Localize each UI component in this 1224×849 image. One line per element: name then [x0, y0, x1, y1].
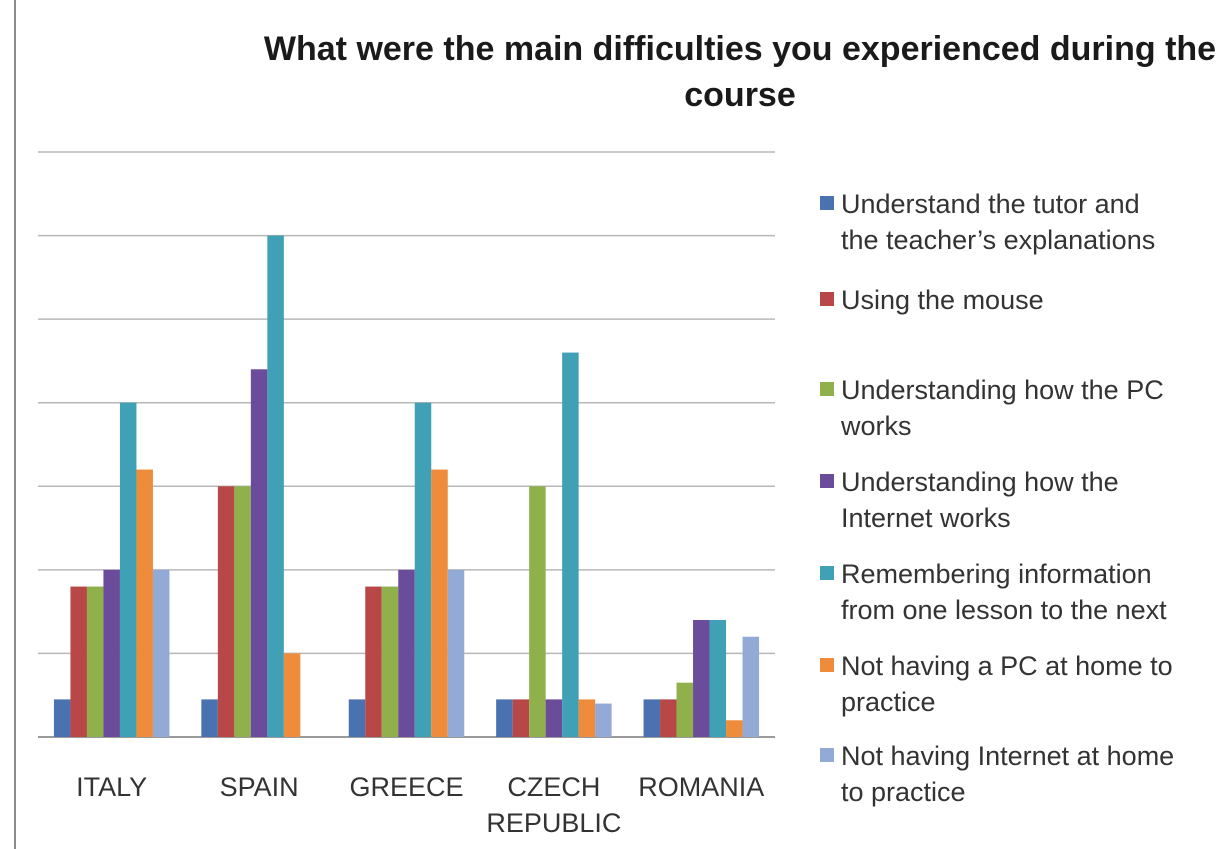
bar	[53, 699, 71, 737]
legend-swatch	[820, 748, 834, 762]
bar	[152, 569, 170, 737]
bar	[201, 699, 218, 737]
legend-item: Understanding how the PC works	[820, 372, 1220, 444]
bar	[86, 586, 104, 737]
legend-label: Not having a PC at home to practice	[841, 651, 1173, 717]
bar	[119, 402, 137, 737]
bar	[267, 235, 284, 738]
chart-title: What were the main difficulties you expe…	[263, 30, 1217, 114]
bar	[496, 699, 513, 737]
legend-swatch	[820, 196, 834, 210]
bar	[250, 369, 268, 737]
bar	[398, 569, 415, 737]
x-tick-label: SPAIN	[220, 772, 299, 802]
legend-label: Using the mouse	[841, 285, 1044, 315]
bar	[545, 699, 563, 737]
bar	[70, 586, 87, 737]
bar	[136, 469, 153, 737]
chart-plot: ITALY SPAIN GREECE CZECH REPUBLIC ROMANIA	[38, 151, 775, 838]
x-tick-label: ROMANIA	[638, 772, 764, 802]
bar	[283, 653, 301, 737]
legend-swatch	[820, 566, 834, 580]
bar	[578, 699, 596, 737]
bar	[529, 486, 546, 737]
legend-label: Understand the tutor and the teacher’s e…	[841, 189, 1156, 255]
legend-swatch	[820, 382, 834, 396]
bar	[709, 620, 727, 737]
legend-item: Understanding how the Internet works	[820, 464, 1220, 536]
legend-item: Remembering information from one lesson …	[820, 556, 1220, 628]
bar	[447, 569, 465, 737]
frame-left-edge	[14, 0, 16, 849]
bar	[512, 699, 530, 737]
legend-item: Using the mouse	[820, 282, 1220, 318]
legend-swatch	[820, 474, 834, 488]
legend-label: Understanding how the PC works	[841, 375, 1164, 441]
legend-item: Understand the tutor and the teacher’s e…	[820, 186, 1220, 258]
x-tick-label: ITALY	[76, 772, 147, 802]
bar	[726, 720, 743, 737]
legend-swatch	[820, 292, 834, 306]
bar	[660, 699, 677, 737]
bar	[348, 699, 366, 737]
x-tick-label: GREECE	[349, 772, 463, 802]
x-tick-label: CZECH REPUBLIC	[486, 772, 621, 838]
bar	[234, 486, 251, 737]
bar	[103, 569, 120, 737]
bar	[217, 486, 235, 737]
legend-label: Remembering information from one lesson …	[841, 559, 1167, 625]
bar	[414, 402, 432, 737]
bar	[595, 703, 612, 737]
bar	[742, 636, 760, 737]
legend-item: Not having a PC at home to practice	[820, 648, 1220, 720]
legend-swatch	[820, 658, 834, 672]
bar	[643, 699, 661, 737]
legend-item: Not having Internet at home to practice	[820, 738, 1220, 810]
bar	[562, 352, 579, 737]
bar	[693, 620, 710, 737]
legend-label: Understanding how the Internet works	[841, 467, 1119, 533]
bar	[676, 682, 694, 737]
bar	[365, 586, 382, 737]
legend-label: Not having Internet at home to practice	[841, 741, 1175, 807]
bar	[381, 586, 399, 737]
bar	[431, 469, 448, 737]
